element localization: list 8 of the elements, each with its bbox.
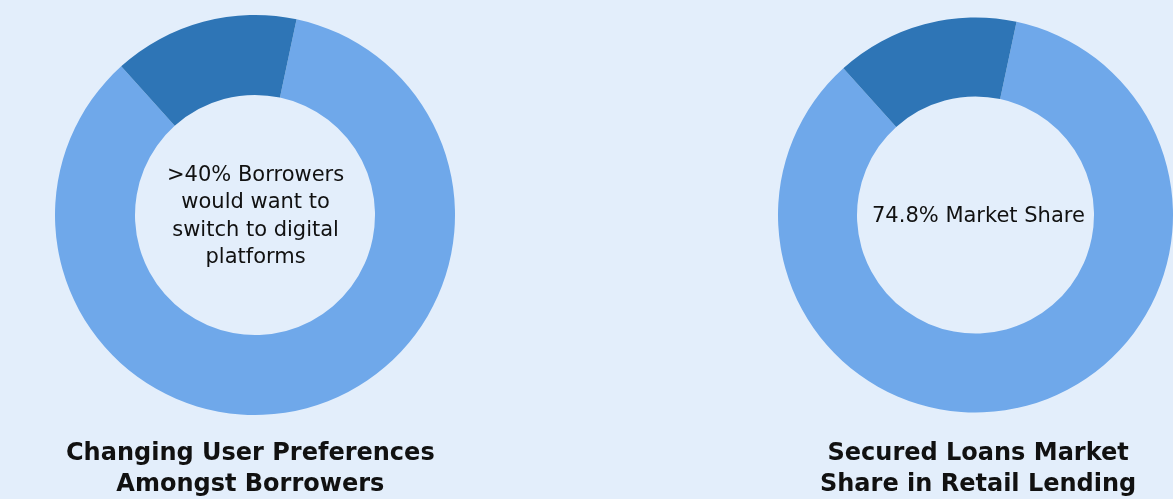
donut-slice — [121, 15, 297, 126]
text: Secured Loans Market Share in Retail Lending — [820, 438, 1137, 498]
text: Changing User Preferences Amongst Borrowers — [66, 438, 435, 498]
donut-slice — [843, 17, 1017, 127]
text: 74.8% Market Share — [872, 203, 1085, 227]
text: >40% Borrowers would want to switch to digital platforms — [167, 162, 345, 268]
donut-slice — [55, 19, 455, 415]
donut-slice — [778, 21, 1173, 413]
